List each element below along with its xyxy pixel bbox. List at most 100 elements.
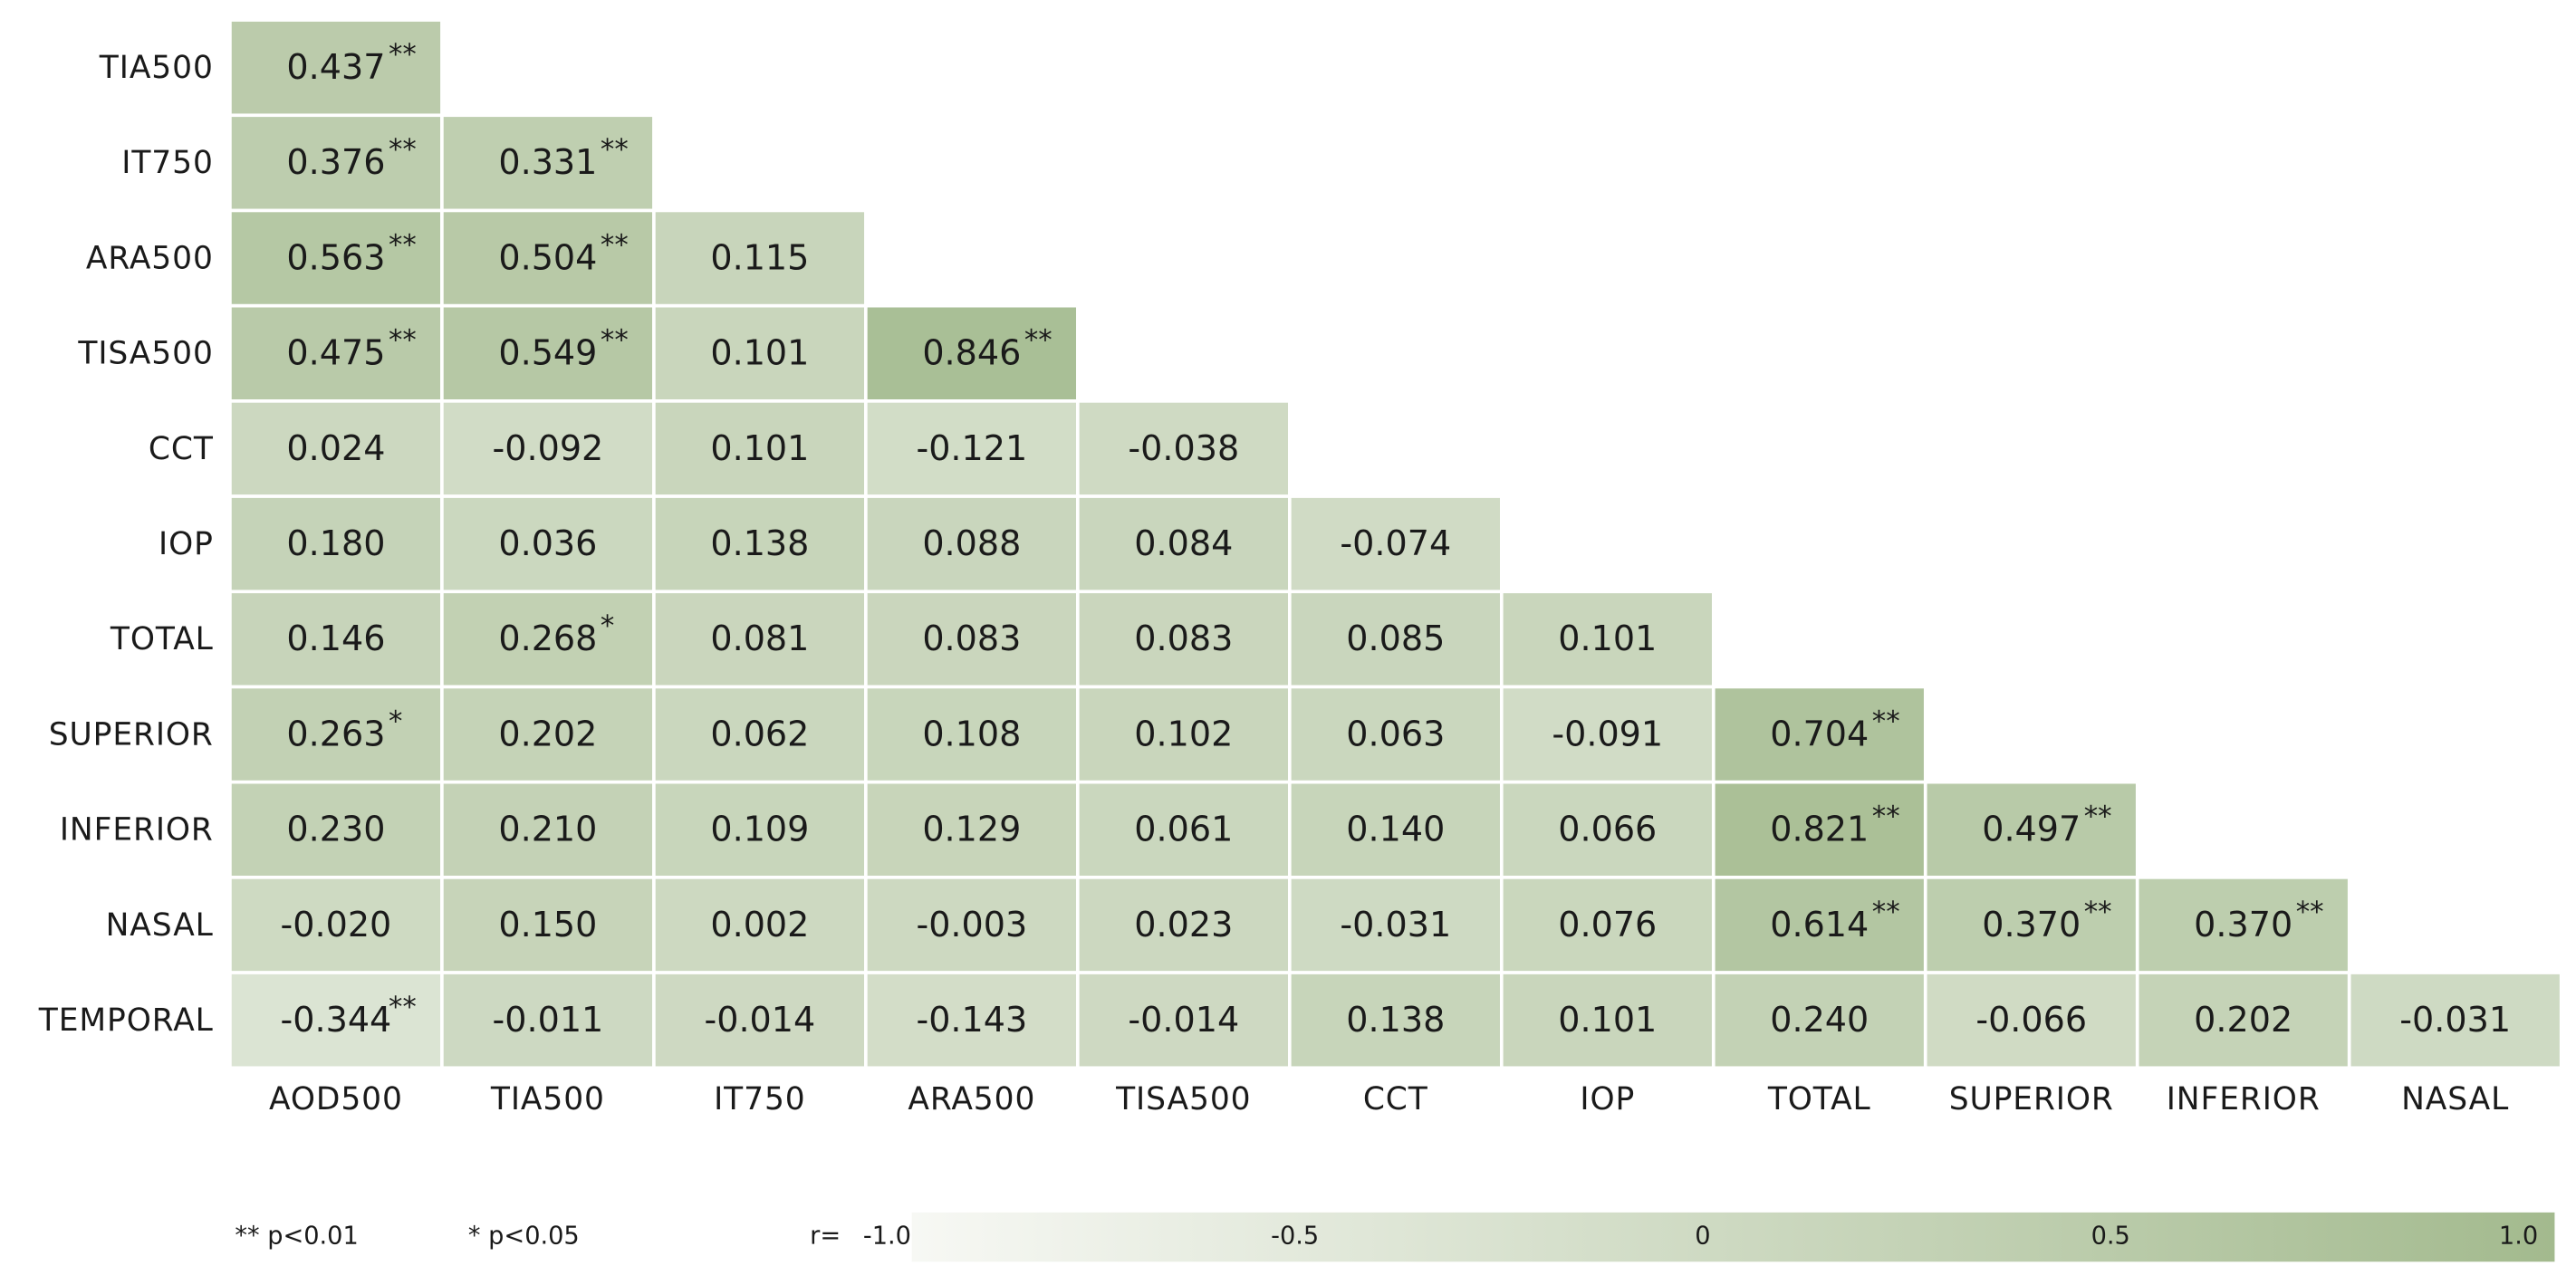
- cell-value-label: 0.115: [710, 237, 809, 277]
- heatmap-cell: [440, 494, 656, 594]
- cell-value-label: 0.210: [498, 810, 597, 849]
- heatmap-cell: [228, 113, 444, 213]
- cell-value-label: 0.146: [286, 619, 385, 658]
- heatmap-cell: [228, 876, 444, 974]
- heatmap-cell: [228, 685, 444, 784]
- y-category-label: ARA500: [86, 240, 214, 276]
- cell-value-label: 0.821: [1770, 810, 1869, 849]
- cell-value-label: 0.475: [286, 333, 385, 373]
- heatmap-cell: [440, 876, 656, 974]
- cell-value-label: 0.138: [1346, 1000, 1445, 1040]
- cell-value-label: 0.083: [1134, 619, 1233, 658]
- cell-value-label: 0.129: [922, 810, 1021, 849]
- cell-value-label: 0.088: [922, 523, 1021, 563]
- heatmap-cell: [1499, 876, 1716, 974]
- heatmap-cell: [1711, 685, 1927, 784]
- cell-value-label: -0.091: [1552, 714, 1663, 753]
- cell-value-label: 0.101: [1558, 619, 1657, 658]
- cell-value-label: 0.101: [710, 333, 809, 373]
- cell-value-label: 0.063: [1346, 714, 1445, 753]
- heatmap-cell: [1076, 399, 1292, 498]
- significance-mark: **: [2296, 896, 2324, 928]
- heatmap-cell: [652, 780, 868, 879]
- colorbar-tick-label: 0.5: [2091, 1223, 2130, 1251]
- significance-mark: *: [601, 610, 614, 643]
- heatmap-cell: [1923, 971, 2139, 1070]
- heatmap-cell: [864, 399, 1080, 498]
- significance-mark: **: [389, 324, 417, 357]
- cell-value-label: 0.370: [2194, 905, 2292, 945]
- cell-value-label: -0.066: [1975, 1000, 2087, 1040]
- cell-value-label: -0.121: [916, 428, 1027, 468]
- cell-value-label: -0.011: [493, 1000, 604, 1040]
- heatmap-cell: [2135, 971, 2351, 1070]
- y-category-label: TISA500: [77, 336, 213, 372]
- cell-value-label: 0.061: [1134, 810, 1233, 849]
- cell-value-label: 0.062: [710, 714, 809, 753]
- heatmap-cell: [864, 971, 1080, 1070]
- colorbar-tick-label: 0: [1695, 1223, 1710, 1251]
- heatmap-cell: [1499, 780, 1716, 879]
- cell-value-label: 0.101: [710, 428, 809, 468]
- heatmap-cell: [228, 18, 444, 118]
- cell-value-label: 0.180: [286, 523, 385, 563]
- heatmap-cell: [864, 303, 1080, 403]
- cell-value-label: 0.202: [498, 714, 597, 753]
- cell-value-label: 0.263: [286, 714, 385, 753]
- significance-mark: **: [601, 229, 629, 262]
- significance-mark: **: [1872, 705, 1900, 738]
- cell-value-label: 0.109: [710, 810, 809, 849]
- heatmap-cell: [652, 971, 868, 1070]
- cell-value-label: -0.031: [2399, 1000, 2511, 1040]
- heatmap-cell: [652, 590, 868, 689]
- y-category-label: CCT: [149, 431, 214, 467]
- cell-value-label: -0.143: [916, 1000, 1027, 1040]
- y-category-label: IOP: [159, 526, 214, 562]
- colorbar-tick-label: 1.0: [2499, 1223, 2538, 1251]
- colorbar-tick-label: -0.5: [1271, 1223, 1319, 1251]
- cell-value-label: 0.704: [1770, 714, 1869, 753]
- cell-value-label: 0.150: [498, 905, 597, 945]
- cell-value-label: 0.024: [286, 428, 385, 468]
- cell-value-label: 0.563: [286, 237, 385, 277]
- cell-value-label: 0.614: [1770, 905, 1869, 945]
- heatmap-cell: [440, 399, 656, 498]
- heatmap-cell: [652, 494, 868, 594]
- cell-value-label: 0.023: [1134, 905, 1233, 945]
- cell-value-label: -0.014: [704, 1000, 815, 1040]
- heatmap-cell: [1076, 780, 1292, 879]
- cell-value-label: 0.437: [286, 47, 385, 87]
- heatmap-cell: [1076, 971, 1292, 1070]
- heatmap-cell: [1288, 494, 1504, 594]
- x-category-label: TIA500: [490, 1081, 605, 1117]
- heatmap-cell: [440, 685, 656, 784]
- colorbar-label: r=: [810, 1223, 841, 1251]
- significance-note: ** p<0.01: [235, 1223, 358, 1251]
- heatmap-cell: [864, 590, 1080, 689]
- y-category-label: TEMPORAL: [38, 1002, 214, 1039]
- significance-mark: **: [389, 38, 417, 71]
- y-category-label: IT750: [121, 145, 214, 181]
- cell-value-label: 0.376: [286, 142, 385, 182]
- cell-value-label: -0.344: [281, 1000, 392, 1040]
- cell-value-label: -0.074: [1340, 523, 1451, 563]
- heatmap-cell: [440, 780, 656, 879]
- x-category-label: AOD500: [269, 1081, 403, 1117]
- cell-value-label: 0.549: [498, 333, 597, 373]
- cell-value-label: -0.031: [1340, 905, 1451, 945]
- x-category-label: INFERIOR: [2167, 1081, 2321, 1117]
- cell-value-label: 0.230: [286, 810, 385, 849]
- significance-mark: *: [389, 705, 402, 738]
- cell-value-label: 0.331: [498, 142, 597, 182]
- cell-value-label: 0.504: [498, 237, 597, 277]
- significance-mark: **: [1024, 324, 1053, 357]
- cell-value-label: 0.202: [2194, 1000, 2292, 1040]
- cell-value-label: 0.002: [710, 905, 809, 945]
- heatmap-cell: [440, 303, 656, 403]
- heatmap-cell: [1288, 971, 1504, 1070]
- significance-mark: **: [1872, 896, 1900, 928]
- heatmap-cell: [2135, 876, 2351, 974]
- cell-value-label: 0.036: [498, 523, 597, 563]
- y-category-label: SUPERIOR: [49, 716, 214, 753]
